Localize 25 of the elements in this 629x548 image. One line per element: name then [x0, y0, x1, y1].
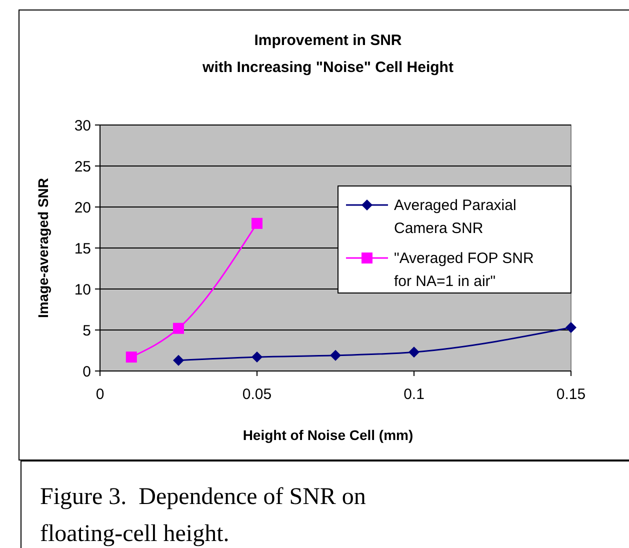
point [252, 352, 262, 363]
chart-title: Improvement in SNR with Increasing "Noise" Cell Height [202, 32, 454, 76]
point [173, 322, 184, 334]
y-tick-label: 20 [74, 199, 91, 216]
point [330, 350, 341, 361]
point [252, 218, 262, 229]
y-tick-label: 0 [82, 363, 91, 380]
legend-label: Averaged Paraxial Camera SNR [394, 197, 516, 237]
x-tick-label: 0.15 [556, 386, 586, 403]
y-tick-label: 25 [74, 158, 91, 176]
y-tick-label: 30 [74, 117, 91, 134]
x-axis-title: Height of Noise Cell (mm) [242, 427, 414, 443]
point [408, 346, 420, 358]
caption: Figure 3. Dependence of SNR on floating-cell height. [40, 484, 366, 547]
y-axis-title: Image-averaged SNR [35, 178, 51, 318]
y-tick-label: 15 [74, 240, 91, 258]
point [126, 352, 137, 363]
point [173, 354, 184, 366]
y-tick-label: 10 [74, 281, 91, 298]
point [566, 322, 576, 334]
legend-label: "Averaged FOP SNR for NA=1 in air" [394, 250, 534, 290]
y-tick-label: 5 [82, 322, 91, 340]
x-tick-label: 0.1 [404, 386, 424, 403]
x-tick-label: 0.05 [242, 386, 272, 403]
x-tick-label: 0 [96, 386, 104, 403]
